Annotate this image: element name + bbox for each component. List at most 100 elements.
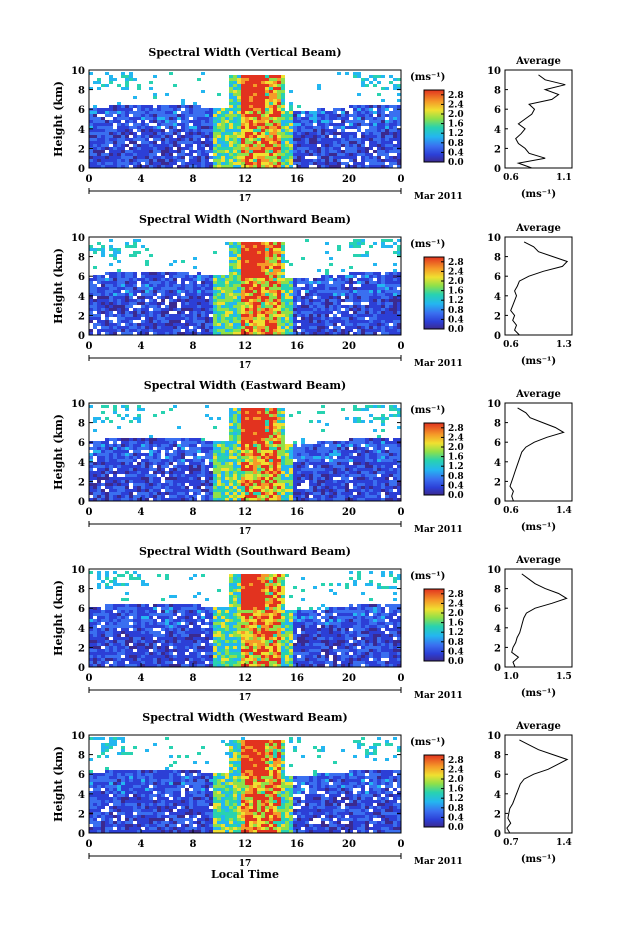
y-tick-label: 6 [78,604,85,615]
y-tick-label: 2 [78,477,85,488]
y-tick-label: 8 [78,86,85,97]
average-y-tick-label: 4 [494,292,501,303]
y-tick-label: 10 [71,731,85,742]
average-y-tick-label: 2 [494,144,501,155]
colorbar-tick-label: 1.6 [448,287,464,297]
colorbar-tick-label: 2.4 [448,765,464,775]
colorbar-tick-label: 0.8 [448,638,464,648]
average-x-tick-label: 0.6 [503,173,519,183]
y-tick-label: 0 [78,663,85,674]
date-label: Mar 2011 [414,525,463,535]
colorbar-tick-label: 2.0 [448,609,464,619]
colorbar-tick-label: 1.6 [448,120,464,130]
y-tick-label: 4 [78,292,85,303]
average-y-tick-label: 4 [494,790,501,801]
colorbar-tick-label: 0.4 [448,813,464,823]
colorbar [423,588,445,662]
colorbar-tick-label: 1.6 [448,785,464,795]
x-tick-label: 20 [342,174,356,185]
panel-title: Spectral Width (Eastward Beam) [144,379,346,392]
colorbar-tick-label: 0.4 [448,647,464,657]
average-y-tick-label: 0 [494,331,501,342]
colorbar-unit: (ms⁻¹) [410,405,445,416]
colorbar-tick-label: 1.6 [448,619,464,629]
x-tick-label: 20 [342,673,356,684]
average-y-tick-label: 4 [494,624,501,635]
x-tick-label: 4 [138,174,145,185]
colorbar-tick-label: 2.4 [448,599,464,609]
panel-title: Spectral Width (Vertical Beam) [148,46,341,59]
y-tick-label: 0 [78,497,85,508]
colorbar-unit: (ms⁻¹) [410,737,445,748]
colorbar [423,89,445,163]
average-x-tick-label: 1.4 [556,506,572,516]
average-title: Average [515,389,561,400]
average-frame [504,69,573,169]
average-frame [504,568,573,668]
average-y-tick-label: 4 [494,458,501,469]
average-y-tick-label: 10 [487,399,501,410]
colorbar-tick-label: 2.4 [448,433,464,443]
day-label: 17 [239,361,252,371]
average-y-tick-label: 8 [494,86,501,97]
colorbar-tick-label: 2.0 [448,443,464,453]
y-tick-label: 4 [78,125,85,136]
average-x-tick-label: 1.1 [556,173,572,183]
average-y-tick-label: 8 [494,253,501,264]
y-tick-label: 4 [78,458,85,469]
y-tick-label: 2 [78,311,85,322]
colorbar-tick-label: 0.4 [448,315,464,325]
x-tick-label: 4 [138,673,145,684]
x-tick-label: 12 [238,507,252,518]
average-y-tick-label: 10 [487,233,501,244]
y-axis-label: Height (km) [52,580,65,656]
colorbar-tick-label: 2.8 [448,756,464,766]
average-x-tick-label: 0.6 [503,506,519,516]
y-axis-label: Height (km) [52,248,65,324]
average-x-label: (ms⁻¹) [521,688,556,699]
colorbar-tick-label: 0.0 [448,325,464,335]
date-label: Mar 2011 [414,192,463,202]
average-y-tick-label: 4 [494,125,501,136]
colorbar-tick-label: 0.8 [448,306,464,316]
colorbar-tick-label: 0.8 [448,804,464,814]
average-y-tick-label: 10 [487,731,501,742]
x-tick-label: 4 [138,839,145,850]
x-tick-label: 0 [86,341,93,352]
y-tick-label: 2 [78,144,85,155]
heatmap-cells [89,405,401,501]
x-tick-label: 8 [190,673,197,684]
average-y-tick-label: 2 [494,809,501,820]
average-y-tick-label: 6 [494,438,501,449]
average-profile-line [511,573,568,668]
x-tick-label: 16 [290,341,304,352]
panel-title: Spectral Width (Westward Beam) [142,711,347,724]
x-tick-label: 0 [86,507,93,518]
average-y-tick-label: 6 [494,770,501,781]
x-tick-label: 12 [238,839,252,850]
colorbar-tick-label: 2.8 [448,424,464,434]
x-tick-label: 0 [86,174,93,185]
y-axis-label: Height (km) [52,414,65,490]
colorbar-tick-label: 2.8 [448,91,464,101]
y-tick-label: 0 [78,331,85,342]
average-y-tick-label: 0 [494,829,501,840]
x-tick-label: 20 [342,839,356,850]
y-axis-label: Height (km) [52,746,65,822]
x-tick-label: 0 [398,673,405,684]
average-x-tick-label: 1.3 [556,340,572,350]
y-tick-label: 6 [78,770,85,781]
average-frame [504,734,573,834]
average-x-tick-label: 1.0 [503,672,519,682]
day-label: 17 [239,859,252,869]
average-frame [504,402,573,502]
x-tick-label: 0 [86,839,93,850]
colorbar-tick-label: 0.8 [448,139,464,149]
colorbar-tick-label: 0.4 [448,148,464,158]
colorbar-unit: (ms⁻¹) [410,72,445,83]
average-title: Average [515,721,561,732]
colorbar [423,422,445,496]
y-tick-label: 10 [71,233,85,244]
colorbar-tick-label: 0.0 [448,158,464,168]
colorbar-tick-label: 1.2 [448,129,464,139]
